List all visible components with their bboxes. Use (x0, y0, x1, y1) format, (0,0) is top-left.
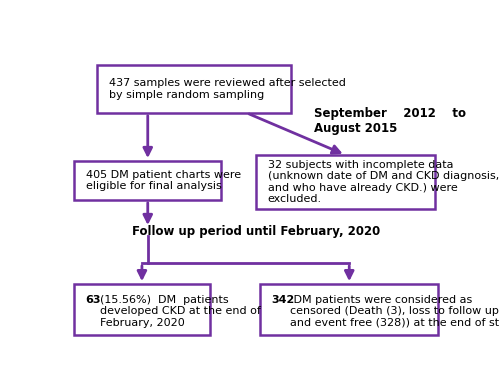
FancyBboxPatch shape (98, 65, 291, 113)
Text: 32 subjects with incomplete data
(unknown date of DM and CKD diagnosis,
and who : 32 subjects with incomplete data (unknow… (268, 160, 499, 204)
Text: (15.56%)  DM  patients
developed CKD at the end of
February, 2020: (15.56%) DM patients developed CKD at th… (100, 294, 262, 328)
Text: DM patients were considered as
censored (Death (3), loss to follow up (11)
and e: DM patients were considered as censored … (290, 294, 500, 328)
Text: September    2012    to
August 2015: September 2012 to August 2015 (314, 107, 466, 135)
FancyBboxPatch shape (260, 284, 438, 335)
Text: 63: 63 (86, 294, 101, 305)
Text: 437 samples were reviewed after selected
by simple random sampling: 437 samples were reviewed after selected… (109, 78, 346, 99)
Text: 342: 342 (272, 294, 295, 305)
FancyBboxPatch shape (256, 155, 434, 209)
FancyBboxPatch shape (74, 161, 222, 200)
Text: 405 DM patient charts were
eligible for final analysis: 405 DM patient charts were eligible for … (86, 170, 241, 191)
Text: Follow up period until February, 2020: Follow up period until February, 2020 (132, 225, 380, 238)
FancyBboxPatch shape (74, 284, 210, 335)
